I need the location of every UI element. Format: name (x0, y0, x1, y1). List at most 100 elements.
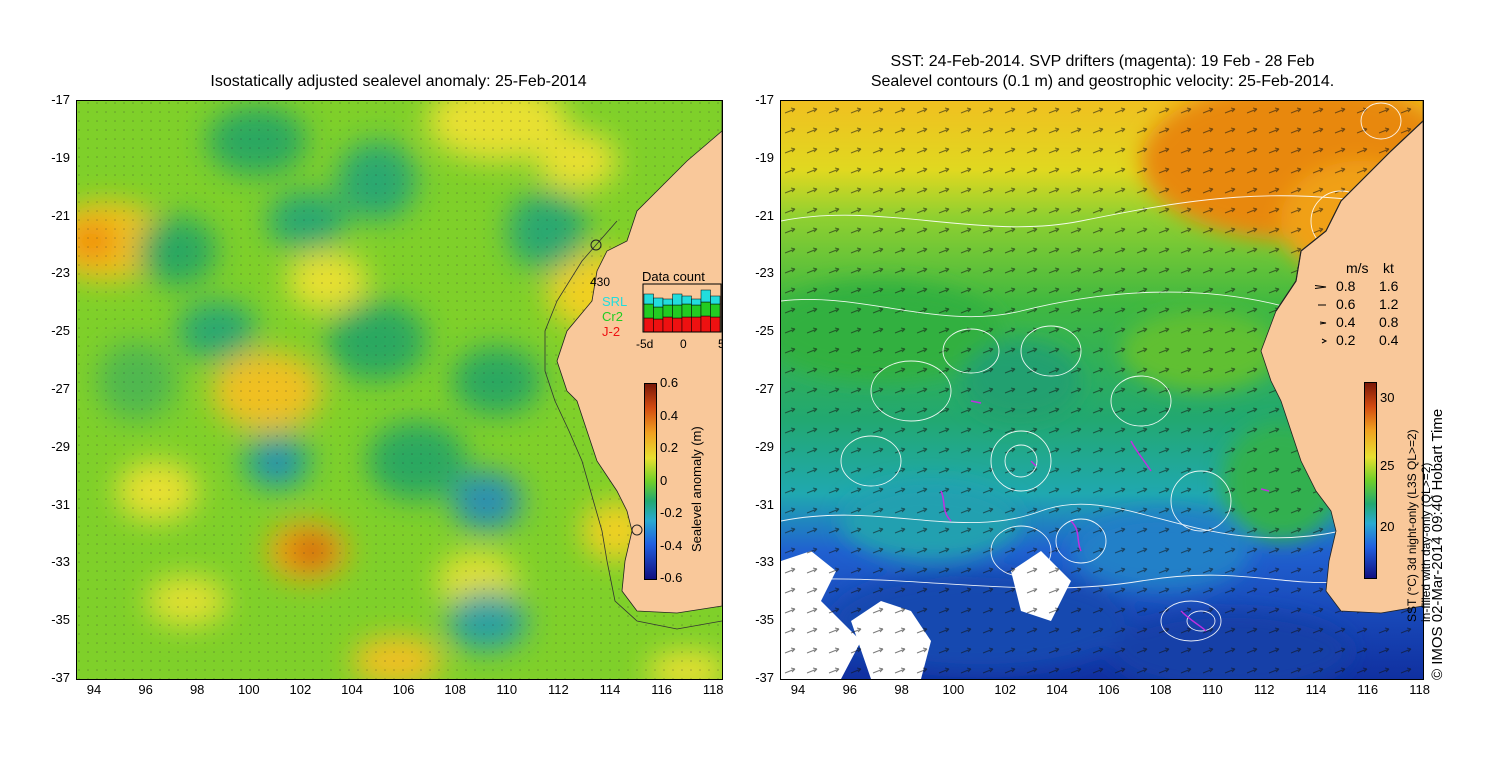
right-ytick-10: -37 (755, 670, 774, 685)
count-bar-1-1 (653, 306, 664, 320)
left-ytick-8: -33 (51, 554, 70, 570)
right-xtick-9: 112 (1253, 682, 1275, 697)
right-xtick-2: 98 (894, 682, 909, 697)
right-xtick-0: 94 (790, 682, 806, 697)
velocity-arrow-icon-2 (1319, 321, 1327, 325)
left-xtick-6: 106 (392, 682, 415, 697)
left-xtick-4: 102 (289, 682, 312, 697)
sst-map-graphic: m/s kt 0.8 1.6 0.6 1.2 0.4 0.8 0.2 0.4 (781, 101, 1423, 679)
left-ytick-1: -19 (51, 149, 70, 165)
count-bar-3-1 (672, 304, 683, 319)
velocity-arrow-icon-3 (1321, 338, 1328, 344)
sealevel-colorbar-tick-5: -0.4 (660, 537, 683, 553)
left-ytick-5: -27 (51, 381, 70, 396)
right-xtick-12: 118 (1409, 682, 1430, 697)
sst-colorbar (1364, 382, 1377, 579)
sealevel-colorbar-tick-4: -0.2 (660, 505, 683, 520)
right-xtick-1: 96 (842, 682, 858, 697)
left-xtick-12: 118 (702, 682, 724, 697)
left-panel-title: Isostatically adjusted sealevel anomaly:… (210, 73, 587, 90)
count-bar-4-1 (681, 303, 692, 318)
count-bar-7-0 (710, 316, 721, 333)
count-bar-1-0 (653, 318, 664, 333)
left-xtick-1: 96 (138, 682, 153, 697)
right-xtick-11: 116 (1357, 682, 1379, 697)
count-bar-3-2 (672, 293, 683, 306)
right-ytick-2: -21 (755, 207, 774, 223)
sealevel-colorbar (644, 383, 657, 580)
left-ytick-3: -23 (51, 265, 70, 281)
velocity-legend-header-ms: m/s (1346, 260, 1369, 276)
right-ytick-6: -29 (755, 438, 774, 454)
sealevel-colorbar-tick-2: 0.2 (660, 440, 679, 455)
velocity-ms-3: 0.2 (1336, 332, 1356, 348)
right-panel-title-line1: SST: 24-Feb-2014. SVP drifters (magenta)… (890, 53, 1315, 70)
sealevel-anomaly-map[interactable]: 430 Data count SRL Cr2 J-2 -5d 0 5 (76, 100, 723, 680)
right-ytick-0: -17 (755, 92, 774, 107)
right-xtick-5: 104 (1046, 682, 1068, 697)
count-xtick-1: 0 (680, 337, 687, 351)
imos-credit: © IMOS 02-Mar-2014 09:40 Hobart Time (1429, 408, 1446, 680)
data-count-max: 430 (590, 275, 610, 289)
left-xtick-5: 104 (341, 682, 363, 697)
left-xtick-7: 108 (444, 682, 467, 697)
count-bar-0-2 (643, 293, 654, 305)
right-xtick-7: 108 (1149, 682, 1172, 697)
sealevel-colorbar-label: Sealevel anomaly (m) (689, 426, 704, 552)
data-count-inset: 430 Data count SRL Cr2 J-2 -5d 0 5 (590, 269, 722, 351)
velocity-ms-2: 0.4 (1336, 314, 1356, 330)
right-panel-title-line2: Sealevel contours (0.1 m) and geostrophi… (870, 73, 1335, 90)
count-bar-5-0 (691, 316, 702, 333)
left-ytick-7: -31 (51, 496, 70, 512)
count-bar-2-1 (662, 304, 673, 318)
left-xtick-10: 114 (599, 682, 621, 697)
count-bar-0-1 (643, 303, 654, 319)
left-ytick-10: -37 (51, 670, 70, 685)
right-xtick-3: 100 (942, 682, 965, 697)
left-xtick-0: 94 (86, 682, 102, 697)
legend-srl: SRL (602, 294, 627, 309)
sealevel-anomaly-map-graphic: 430 Data count SRL Cr2 J-2 -5d 0 5 (77, 101, 722, 679)
count-bar-2-2 (662, 298, 673, 306)
right-ytick-5: -27 (755, 381, 774, 396)
velocity-legend-header-kt: kt (1383, 260, 1394, 276)
velocity-kt-1: 1.2 (1379, 296, 1399, 312)
sst-colorbar-tick-2: 20 (1380, 519, 1395, 534)
sealevel-colorbar-tick-6: -0.6 (660, 570, 683, 585)
sealevel-colorbar-tick-3: 0 (660, 472, 668, 488)
sealevel-colorbar-tick-1: 0.4 (660, 407, 679, 423)
sealevel-colorbar-tick-0: 0.6 (660, 375, 679, 390)
right-xtick-6: 106 (1097, 682, 1120, 697)
left-xtick-2: 98 (189, 682, 205, 697)
left-xtick-9: 112 (548, 682, 569, 697)
count-xtick-2: 5 (718, 337, 722, 351)
count-bar-5-1 (691, 304, 702, 318)
left-xtick-11: 116 (651, 682, 672, 697)
right-ytick-3: -23 (755, 265, 774, 281)
right-xtick-10: 114 (1305, 682, 1327, 697)
legend-cr2: Cr2 (602, 309, 623, 324)
right-ytick-9: -35 (755, 612, 774, 628)
count-bar-5-2 (691, 298, 702, 306)
right-ytick-8: -33 (755, 554, 774, 570)
right-ytick-1: -19 (755, 149, 774, 165)
velocity-ms-1: 0.6 (1336, 296, 1356, 312)
velocity-kt-0: 1.6 (1379, 278, 1399, 294)
left-ytick-4: -25 (51, 323, 70, 339)
sst-colorbar-tick-1: 25 (1380, 458, 1395, 473)
velocity-kt-3: 0.4 (1379, 332, 1399, 348)
left-ytick-2: -21 (51, 207, 70, 223)
count-bar-3-0 (672, 317, 683, 333)
count-bar-7-2 (710, 295, 721, 305)
right-ytick-7: -31 (755, 496, 774, 512)
velocity-arrow-icon-0 (1314, 285, 1327, 289)
count-bar-6-0 (700, 315, 711, 333)
count-xtick-0: -5d (636, 337, 653, 351)
right-ytick-4: -25 (755, 323, 774, 339)
left-ytick-9: -35 (51, 612, 70, 628)
left-ytick-6: -29 (51, 438, 70, 454)
left-ytick-0: -17 (51, 92, 70, 107)
velocity-kt-2: 0.8 (1379, 314, 1399, 330)
data-count-title: Data count (642, 269, 705, 284)
sst-map[interactable]: m/s kt 0.8 1.6 0.6 1.2 0.4 0.8 0.2 0.4 (780, 100, 1424, 680)
